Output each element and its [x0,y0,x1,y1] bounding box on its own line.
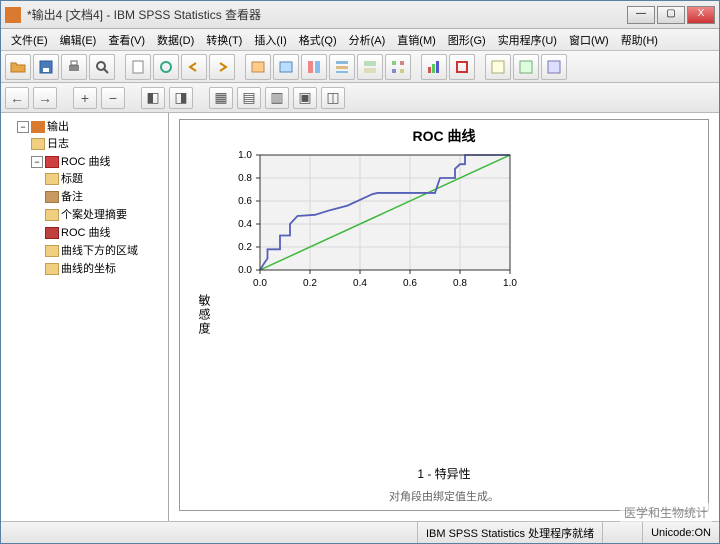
menu-transform[interactable]: 转换(T) [200,32,248,48]
status-empty [602,522,642,543]
window-title: *输出4 [文档4] - IBM SPSS Statistics 查看器 [27,6,627,23]
weight-button[interactable] [385,54,411,80]
watermark: 医学和生物统计 [620,503,712,522]
tree-roc[interactable]: −ROC 曲线 标题 备注 个案处理摘要 ROC 曲线 曲线下方的区域 曲线的坐… [31,152,166,278]
content-area: −输出 日志 −ROC 曲线 标题 备注 个案处理摘要 ROC 曲线 曲线下方的… [1,113,719,521]
menubar: 文件(E) 编辑(E) 查看(V) 数据(D) 转换(T) 插入(I) 格式(Q… [1,29,719,51]
menu-window[interactable]: 窗口(W) [563,32,615,48]
nav-promote[interactable]: ◧ [141,87,165,109]
tree-log[interactable]: 日志 [31,134,166,152]
tree-roc-coords-label: 曲线的坐标 [61,263,116,275]
titlebar: *输出4 [文档4] - IBM SPSS Statistics 查看器 — ▢… [1,1,719,29]
window-controls: — ▢ X [627,6,715,24]
menu-graphs[interactable]: 图形(G) [442,32,492,48]
tree-roc-label: ROC 曲线 [61,156,111,168]
svg-text:0.4: 0.4 [238,219,252,230]
nav-t1[interactable]: ▦ [209,87,233,109]
app-window: *输出4 [文档4] - IBM SPSS Statistics 查看器 — ▢… [0,0,720,544]
svg-text:0.6: 0.6 [403,278,417,289]
goto-button[interactable] [245,54,271,80]
tree-roc-notes-label: 备注 [61,191,83,203]
tree-roc-area[interactable]: 曲线下方的区域 [45,241,166,259]
nav-fwd[interactable]: → [33,87,57,109]
nav-t5[interactable]: ◫ [321,87,345,109]
menu-data[interactable]: 数据(D) [151,32,200,48]
status-unicode: Unicode:ON [642,522,719,543]
tree-roc-cases-label: 个案处理摘要 [61,209,127,221]
svg-text:0.4: 0.4 [353,278,367,289]
chart-title: ROC 曲线 [180,120,708,148]
app-icon [5,7,21,23]
statusbar: IBM SPSS Statistics 处理程序就绪 Unicode:ON [1,521,719,543]
tree-roc-title-label: 标题 [61,173,83,185]
chart-container[interactable]: ROC 曲线 敏感度 0.00.00.20.20.40.40.60.60.80.… [179,119,709,511]
tree-root-label: 输出 [47,121,69,133]
menu-help[interactable]: 帮助(H) [615,32,664,48]
recall-button[interactable] [153,54,179,80]
menu-direct[interactable]: 直销(M) [391,32,442,48]
svg-text:0.0: 0.0 [238,265,252,276]
outline-tree[interactable]: −输出 日志 −ROC 曲线 标题 备注 个案处理摘要 ROC 曲线 曲线下方的… [1,113,169,521]
open-button[interactable] [5,54,31,80]
tree-roc-area-label: 曲线下方的区域 [61,245,138,257]
designate-button[interactable] [449,54,475,80]
menu-edit[interactable]: 编辑(E) [54,32,103,48]
maximize-button[interactable]: ▢ [657,6,685,24]
tree-roc-coords[interactable]: 曲线的坐标 [45,259,166,277]
menu-format[interactable]: 格式(Q) [293,32,343,48]
nav-t4[interactable]: ▣ [293,87,317,109]
svg-text:1.0: 1.0 [238,150,252,161]
split-button[interactable] [357,54,383,80]
tree-root[interactable]: −输出 日志 −ROC 曲线 标题 备注 个案处理摘要 ROC 曲线 曲线下方的… [17,117,166,279]
nav-t3[interactable]: ▥ [265,87,289,109]
tb-extra1[interactable] [485,54,511,80]
chart-button[interactable] [421,54,447,80]
save-button[interactable] [33,54,59,80]
close-button[interactable]: X [687,6,715,24]
nav-toolbar: ← → + − ◧ ◨ ▦ ▤ ▥ ▣ ◫ [1,83,719,113]
svg-text:1.0: 1.0 [503,278,517,289]
roc-chart: 0.00.0 0.2 0.2 0.4 0.4 0.6 0.6 0.8 0.8 1.0 1.0 [220,150,520,300]
output-viewer: ROC 曲线 敏感度 0.00.00.20.20.40.40.60.60.80.… [169,113,719,521]
svg-text:0.8: 0.8 [453,278,467,289]
svg-text:0.2: 0.2 [238,242,252,253]
tree-roc-notes[interactable]: 备注 [45,187,166,205]
chart-ylabel: 敏感度 [196,294,213,336]
svg-text:0.2: 0.2 [303,278,317,289]
nav-plus[interactable]: + [73,87,97,109]
undo-button[interactable] [181,54,207,80]
nav-minus[interactable]: − [101,87,125,109]
svg-text:0.8: 0.8 [238,173,252,184]
goto-case-button[interactable] [273,54,299,80]
status-proc: IBM SPSS Statistics 处理程序就绪 [417,522,602,543]
svg-text:0.6: 0.6 [238,196,252,207]
export-button[interactable] [125,54,151,80]
nav-demote[interactable]: ◨ [169,87,193,109]
minimize-button[interactable]: — [627,6,655,24]
nav-t2[interactable]: ▤ [237,87,261,109]
variables-button[interactable] [301,54,327,80]
tree-roc-cases[interactable]: 个案处理摘要 [45,205,166,223]
menu-utils[interactable]: 实用程序(U) [492,32,563,48]
chart-subtitle: 对角段由绑定值生成。 [180,488,708,504]
tree-roc-curve-label: ROC 曲线 [61,227,111,239]
tree-roc-curve[interactable]: ROC 曲线 [45,223,166,241]
svg-text:0.0: 0.0 [253,278,267,289]
tb-extra3[interactable] [541,54,567,80]
print-button[interactable] [61,54,87,80]
menu-file[interactable]: 文件(E) [5,32,54,48]
tree-log-label: 日志 [47,138,69,150]
main-toolbar [1,51,719,83]
menu-analyze[interactable]: 分析(A) [343,32,392,48]
nav-back[interactable]: ← [5,87,29,109]
preview-button[interactable] [89,54,115,80]
menu-view[interactable]: 查看(V) [102,32,151,48]
redo-button[interactable] [209,54,235,80]
chart-xlabel: 1 - 特异性 [180,465,708,482]
tree-roc-title[interactable]: 标题 [45,169,166,187]
tb-extra2[interactable] [513,54,539,80]
select-button[interactable] [329,54,355,80]
menu-insert[interactable]: 插入(I) [248,32,292,48]
